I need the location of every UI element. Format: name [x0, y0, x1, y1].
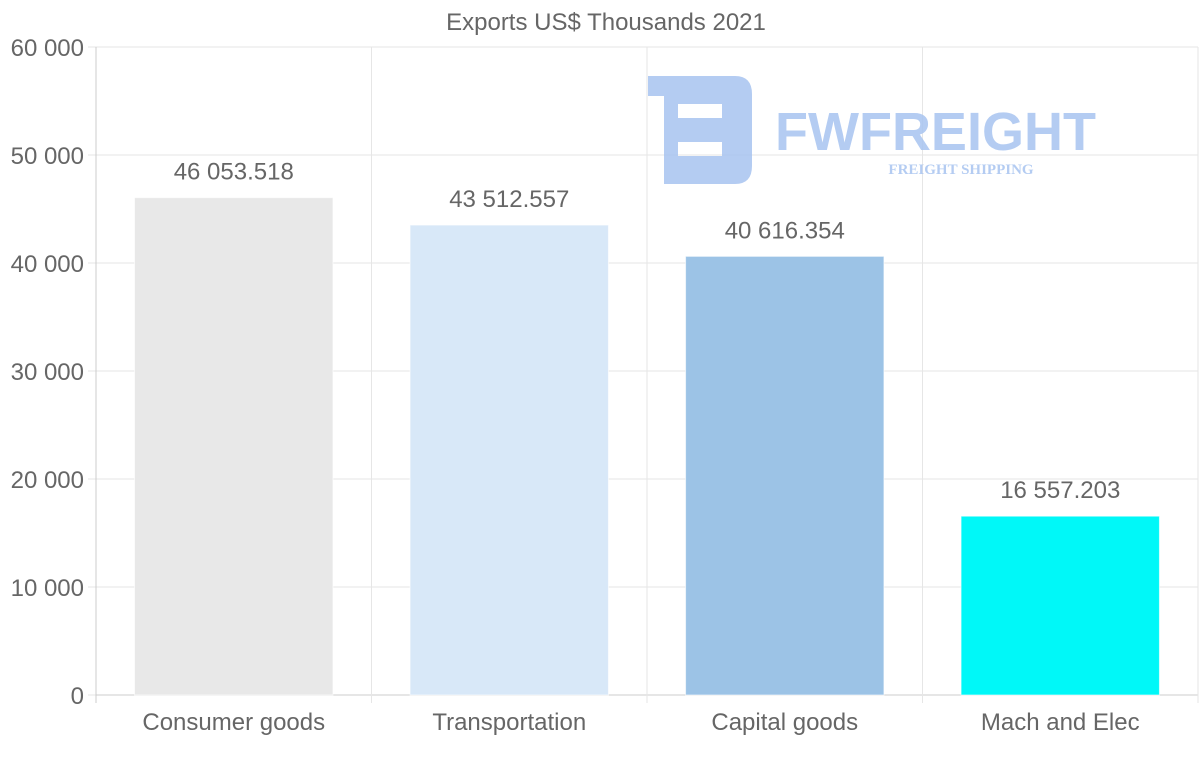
- chart-title: Exports US$ Thousands 2021: [446, 9, 766, 36]
- y-tick-label: 50 000: [11, 143, 84, 170]
- x-tick-label: Transportation: [432, 709, 586, 736]
- y-tick-label: 40 000: [11, 251, 84, 278]
- x-tick-label: Mach and Elec: [981, 709, 1140, 736]
- watermark-logo: FWFREIGHT FREIGHT SHIPPING: [648, 76, 1096, 184]
- data-labels: 46 053.518 43 512.557 40 616.354 16 557.203: [174, 159, 1121, 505]
- fw-logo-icon: [648, 76, 752, 184]
- x-tick-label: Capital goods: [711, 709, 858, 736]
- bar: [685, 255, 885, 696]
- bar: [409, 224, 609, 696]
- bar-value-label: 43 512.557: [449, 186, 569, 213]
- x-axis: Consumer goods Transportation Capital good…: [142, 709, 1139, 736]
- bar-value-label: 46 053.518: [174, 159, 294, 186]
- watermark-tagline: FREIGHT SHIPPING: [888, 162, 1033, 178]
- y-tick-label: 10 000: [11, 575, 84, 602]
- y-tick-label: 0: [71, 683, 84, 710]
- bar: [134, 197, 334, 696]
- y-tick-label: 60 000: [11, 35, 84, 62]
- y-axis: 0 10 000 20 000 30 000 40 000 50 000 60 000: [11, 35, 84, 710]
- x-tick-label: Consumer goods: [142, 709, 325, 736]
- bars: [134, 197, 1160, 696]
- watermark-brand-text: FWFREIGHT: [775, 102, 1096, 162]
- bar: [960, 515, 1160, 696]
- y-tick-label: 20 000: [11, 467, 84, 494]
- y-tick-label: 30 000: [11, 359, 84, 386]
- bar-value-label: 16 557.203: [1000, 477, 1120, 504]
- bar-value-label: 40 616.354: [725, 217, 845, 244]
